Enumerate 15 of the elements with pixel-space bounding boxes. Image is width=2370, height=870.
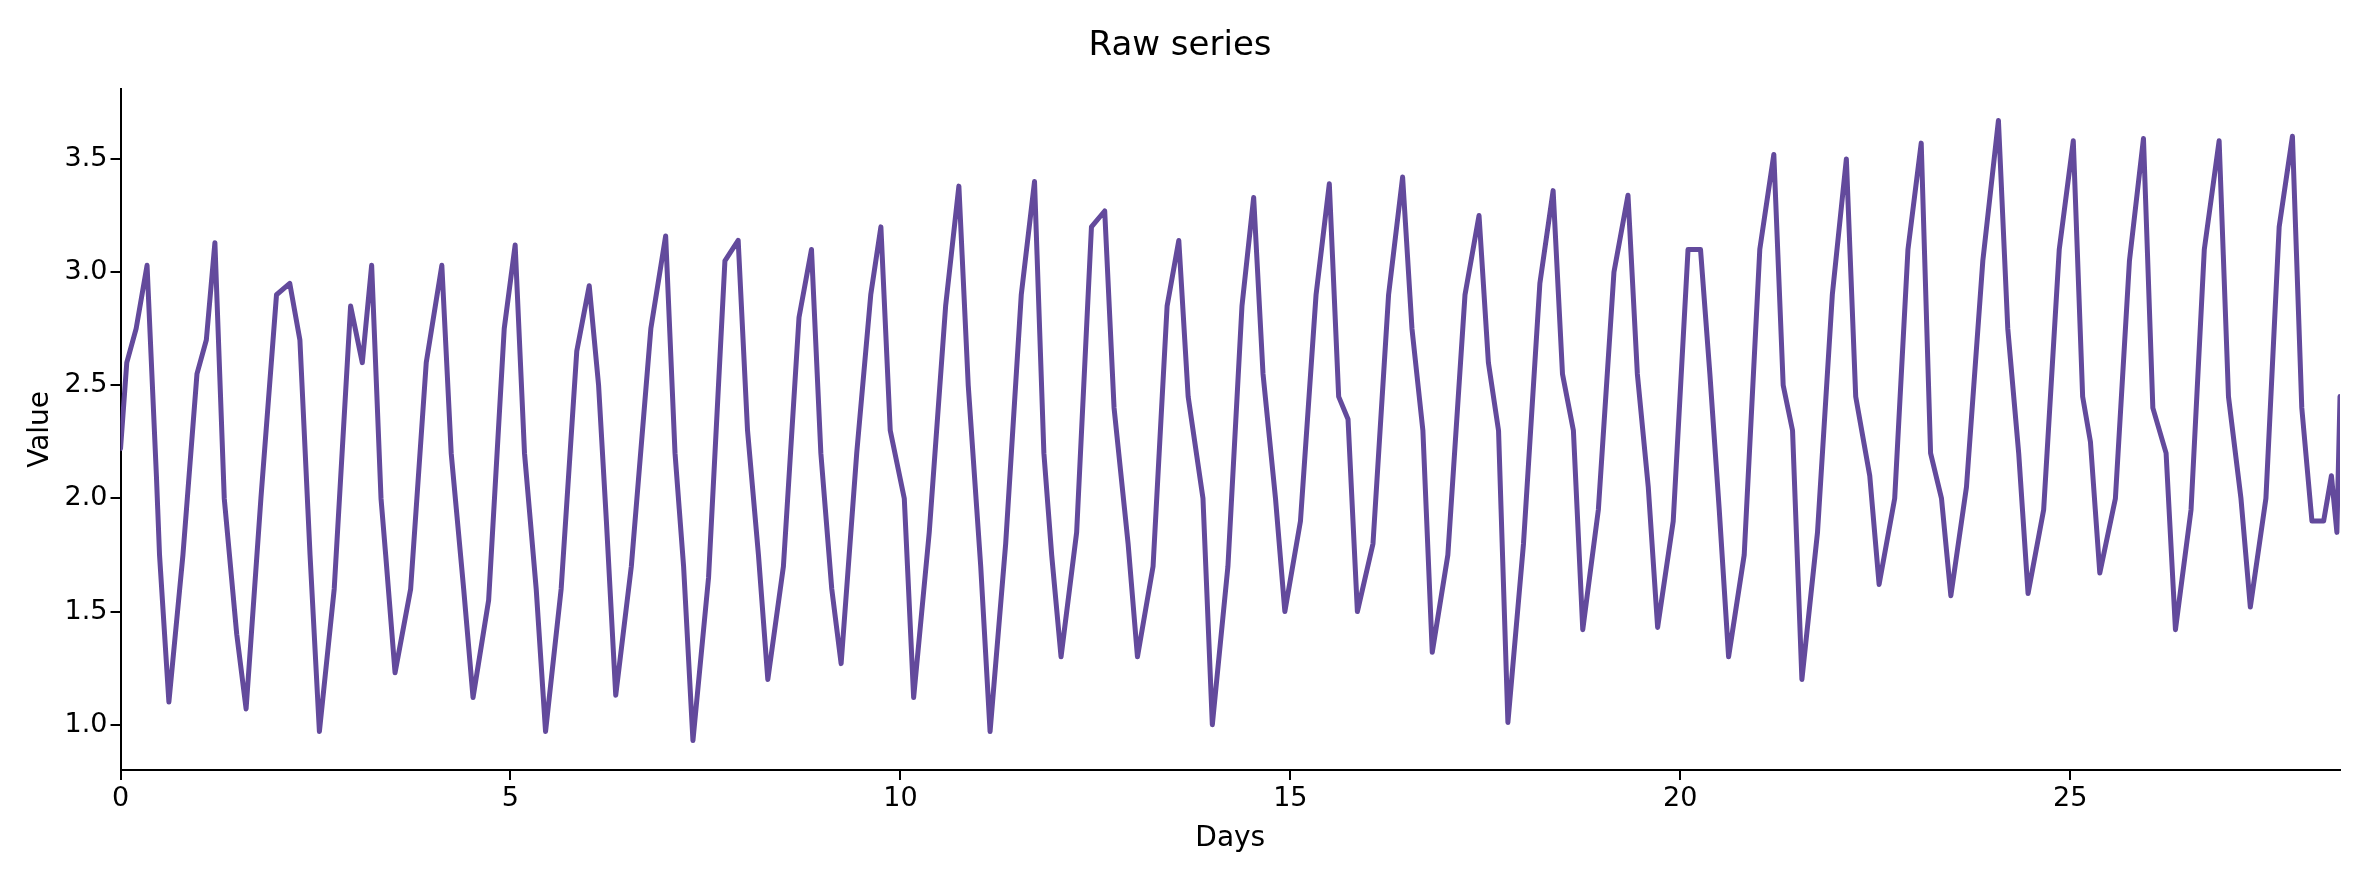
y-tick-label: 1.5 (64, 593, 108, 625)
x-tick-label: 15 (1273, 781, 1308, 813)
y-tick-label: 1.0 (64, 706, 108, 738)
x-tick-label: 25 (2052, 781, 2088, 813)
y-axis-title: Value (22, 390, 56, 468)
y-tick-label: 3.5 (64, 140, 108, 172)
y-tick-label: 3.0 (64, 254, 108, 286)
y-tick-label: 2.5 (64, 367, 108, 399)
x-axis-title: Days (1195, 820, 1266, 854)
chart-title: Raw series (1088, 23, 1272, 64)
x-tick-label: 10 (883, 781, 918, 813)
y-tick-label: 2.0 (64, 480, 108, 512)
x-tick-label: 5 (501, 781, 520, 813)
x-tick-label: 0 (111, 781, 130, 813)
x-tick-label: 20 (1663, 781, 1698, 813)
